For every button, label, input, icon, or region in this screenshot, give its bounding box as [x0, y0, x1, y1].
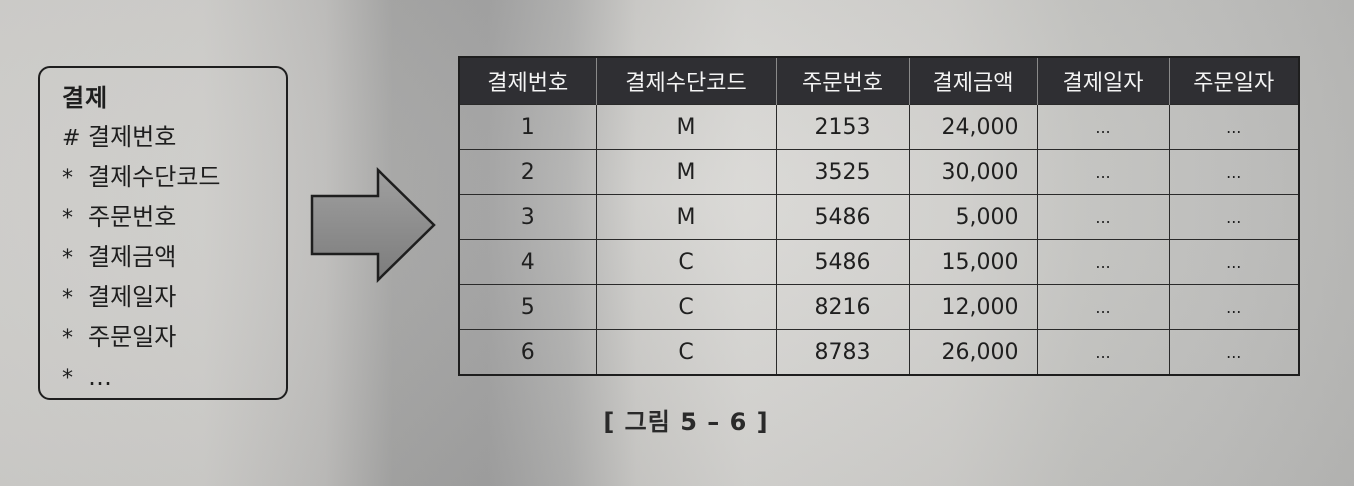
figure-caption: [ 그림 5 – 6 ]	[603, 408, 769, 436]
table-cell: 5486	[775, 194, 910, 240]
entity-attribute: * 결제일자	[62, 278, 286, 318]
table-cell: C	[595, 239, 777, 285]
table-cell: 6	[458, 329, 597, 376]
attribute-marker: *	[62, 366, 73, 391]
table-cell: 5	[458, 284, 597, 330]
table-cell: 4	[458, 239, 597, 285]
column-header: 결제금액	[908, 57, 1038, 105]
table-cell: 1	[458, 104, 597, 150]
column-header: 주문일자	[1168, 57, 1300, 105]
table-cell: 3	[458, 194, 597, 240]
entity-attribute: * 주문번호	[62, 198, 286, 238]
table-cell: ...	[1168, 104, 1300, 150]
table-cell: 5,000	[908, 194, 1038, 240]
table-cell: 2	[458, 149, 597, 195]
table-cell: 15,000	[908, 239, 1038, 285]
attribute-name: 결제금액	[88, 243, 177, 271]
table-cell: 12,000	[908, 284, 1038, 330]
entity-title: 결제	[62, 84, 109, 112]
table-cell: C	[595, 284, 777, 330]
payment-table-wrap: 결제번호 결제수단코드 주문번호 결제금액 결제일자 주문일자 1 M 2153 24,000.…	[458, 56, 1300, 376]
table-cell: M	[595, 194, 777, 240]
attribute-marker: *	[62, 206, 73, 231]
attribute-name: 결제일자	[88, 283, 177, 311]
entity-attribute: * 결제수단코드	[62, 158, 286, 198]
table-cell: 30,000	[908, 149, 1038, 195]
table-cell: M	[595, 104, 777, 150]
attribute-name: 주문일자	[88, 323, 177, 351]
entity-attribute: * 결제금액	[62, 238, 286, 278]
table-body: 1 M 2153 24,000...... 2 M 3525 30,000...... 3 M 54…	[458, 104, 1300, 376]
entity-attribute: * 주문일자	[62, 318, 286, 358]
table-cell: 26,000	[908, 329, 1038, 376]
attribute-name: 주문번호	[88, 203, 177, 231]
column-header: 주문번호	[775, 57, 910, 105]
identifier-marker: #	[62, 126, 81, 151]
attribute-marker: *	[62, 326, 73, 351]
attribute-marker: *	[62, 166, 73, 191]
table-row: 3 M 5486 5,000......	[458, 194, 1300, 240]
column-header: 결제일자	[1036, 57, 1170, 105]
table-row: 4 C 5486 15,000......	[458, 239, 1300, 285]
attribute-marker: *	[62, 286, 73, 311]
table-cell: ...	[1168, 149, 1300, 195]
table-cell: 8783	[775, 329, 910, 376]
table-cell: 2153	[775, 104, 910, 150]
table-cell: ...	[1036, 149, 1170, 195]
attribute-marker: *	[62, 246, 73, 271]
table-cell: ...	[1168, 329, 1300, 376]
payment-table: 결제번호 결제수단코드 주문번호 결제금액 결제일자 주문일자 1 M 2153 24,000.…	[458, 56, 1300, 376]
right-arrow-icon	[310, 167, 436, 283]
table-cell: ...	[1036, 194, 1170, 240]
column-header: 결제수단코드	[595, 57, 777, 105]
entity-attribute-list: # 결제번호 * 결제수단코드 * 주문번호 * 결제금액 * 결제일자 * 주문일자 *…	[62, 118, 286, 398]
table-row: 2 M 3525 30,000......	[458, 149, 1300, 195]
column-header: 결제번호	[458, 57, 597, 105]
entity-box: 결제 # 결제번호 * 결제수단코드 * 주문번호 * 결제금액 * 결제일자 * 주문일자 *…	[38, 66, 288, 400]
table-cell: 3525	[775, 149, 910, 195]
table-cell: ...	[1036, 329, 1170, 376]
table-cell: ...	[1036, 284, 1170, 330]
table-row: 6 C 8783 26,000......	[458, 329, 1300, 376]
table-cell: ...	[1036, 104, 1170, 150]
table-cell: 5486	[775, 239, 910, 285]
entity-attribute: # 결제번호	[62, 118, 286, 158]
entity-attribute: *…	[62, 358, 286, 398]
attribute-name: 결제번호	[88, 123, 177, 151]
attribute-name: 결제수단코드	[88, 163, 221, 191]
table-header-row: 결제번호 결제수단코드 주문번호 결제금액 결제일자 주문일자	[458, 57, 1300, 105]
table-row: 1 M 2153 24,000......	[458, 104, 1300, 150]
table-cell: ...	[1036, 239, 1170, 285]
table-cell: ...	[1168, 239, 1300, 285]
table-row: 5 C 8216 12,000......	[458, 284, 1300, 330]
attribute-name: …	[88, 363, 112, 391]
table-cell: ...	[1168, 194, 1300, 240]
table-cell: ...	[1168, 284, 1300, 330]
table-cell: C	[595, 329, 777, 376]
table-cell: M	[595, 149, 777, 195]
table-cell: 24,000	[908, 104, 1038, 150]
table-cell: 8216	[775, 284, 910, 330]
